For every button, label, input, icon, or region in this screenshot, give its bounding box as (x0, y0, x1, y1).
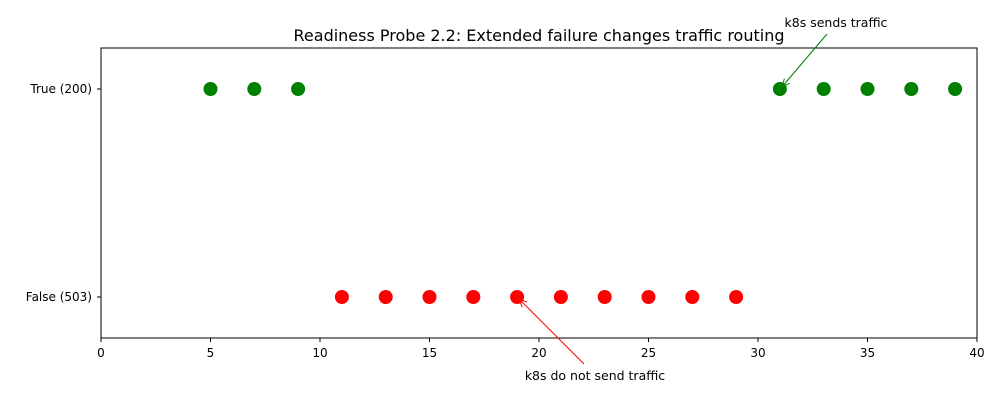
x-tick-label: 40 (969, 346, 984, 360)
data-point (553, 290, 568, 304)
data-point (422, 290, 437, 304)
x-tick-label: 15 (422, 346, 437, 360)
annotation-label: k8s sends traffic (785, 15, 888, 30)
x-tick-label: 0 (97, 346, 105, 360)
plot-frame (100, 47, 978, 339)
data-point (948, 82, 963, 96)
data-point (291, 82, 306, 96)
y-tick-label: False (503) (26, 290, 92, 304)
annotation-label: k8s do not send traffic (525, 368, 665, 383)
data-point (247, 82, 262, 96)
data-point (641, 290, 656, 304)
data-point (203, 82, 218, 96)
data-point (860, 82, 875, 96)
data-point (466, 290, 481, 304)
x-tick-label: 25 (641, 346, 656, 360)
annotation-arrowhead (781, 78, 790, 88)
data-point (729, 290, 744, 304)
data-point (334, 290, 349, 304)
annotation-arrow (518, 298, 585, 365)
annotation-arrowhead (518, 298, 528, 308)
chart-title: Readiness Probe 2.2: Extended failure ch… (294, 26, 785, 45)
x-tick-label: 30 (750, 346, 765, 360)
data-point (816, 82, 831, 96)
x-tick-label: 20 (531, 346, 546, 360)
data-point (904, 82, 919, 96)
data-point (685, 290, 700, 304)
x-tick-label: 10 (312, 346, 327, 360)
x-tick-label: 5 (207, 346, 215, 360)
data-point (597, 290, 612, 304)
data-point (378, 290, 393, 304)
annotation-arrow (781, 33, 828, 88)
y-tick-label: True (200) (29, 82, 92, 96)
x-tick-label: 35 (860, 346, 875, 360)
